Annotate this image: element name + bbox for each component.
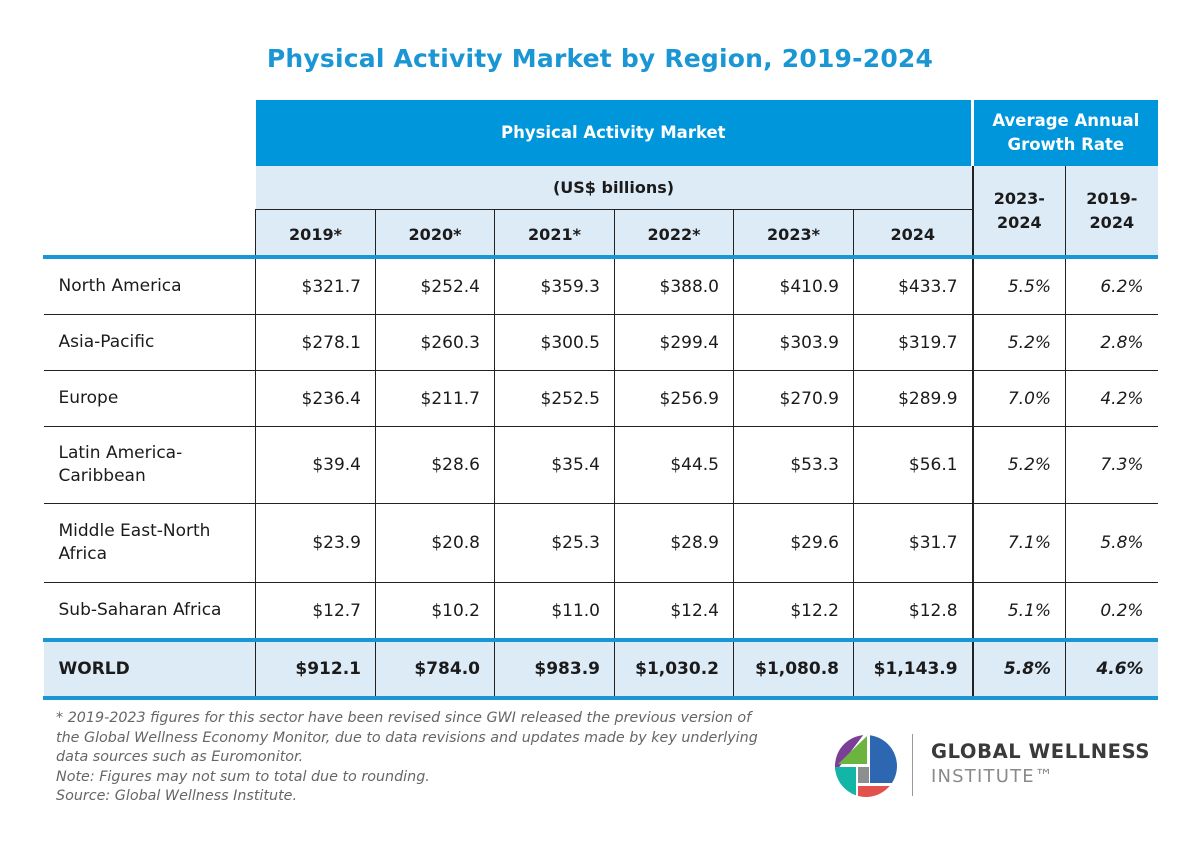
- growth-cell: 5.8%: [1065, 503, 1158, 583]
- value-cell: $25.3: [494, 503, 615, 583]
- value-cell: $1,030.2: [614, 642, 734, 698]
- region-label: WORLD: [43, 642, 256, 698]
- table-row: Asia-Pacific $278.1 $260.3 $300.5 $299.4 $303…: [43, 314, 1158, 371]
- value-cell: $303.9: [733, 314, 854, 371]
- value-cell: $39.4: [255, 426, 376, 504]
- value-cell: $28.6: [375, 426, 495, 504]
- value-cell: $12.2: [733, 582, 854, 640]
- growth-cell: 4.6%: [1065, 642, 1158, 698]
- value-cell: $289.9: [852, 370, 973, 427]
- value-cell: $236.4: [255, 370, 376, 427]
- region-label: Asia-Pacific: [43, 314, 256, 371]
- value-cell: $11.0: [494, 582, 615, 640]
- blue-rule: [42, 696, 1158, 702]
- growth-cell: 5.2%: [971, 314, 1066, 371]
- year-header: 2020*: [375, 209, 495, 257]
- footnotes: * 2019-2023 figures for this sector have…: [56, 709, 776, 807]
- value-cell: $359.3: [494, 259, 615, 315]
- growth-cell: 7.1%: [971, 503, 1066, 583]
- growth-cell: 7.0%: [971, 370, 1066, 427]
- group-header: Physical Activity Market: [255, 100, 975, 166]
- growth-cell: 6.2%: [1065, 259, 1158, 315]
- footnote-source: Source: Global Wellness Institute.: [56, 788, 298, 804]
- region-label: Sub-Saharan Africa: [43, 582, 256, 640]
- value-cell: $433.7: [852, 259, 973, 315]
- page-title: Physical Activity Market by Region, 2019…: [266, 44, 934, 73]
- gwi-logo: GLOBAL WELLNESS INSTITUTE™: [834, 734, 1174, 798]
- logo-name: GLOBAL WELLNESS: [931, 740, 1151, 763]
- value-cell: $44.5: [614, 426, 734, 504]
- growth-cell: 5.5%: [971, 259, 1066, 315]
- units-header: (US$ billions): [255, 166, 973, 210]
- year-header: 2024: [852, 209, 973, 257]
- growth-cell: 7.3%: [1065, 426, 1158, 504]
- table-row: North America $321.7 $252.4 $359.3 $388.0 $41…: [44, 259, 1158, 315]
- value-cell: $912.1: [255, 642, 376, 698]
- value-cell: $28.9: [614, 503, 734, 583]
- year-header: 2023*: [733, 209, 854, 257]
- growth-cell: 0.2%: [1065, 582, 1158, 640]
- logo-subname: INSTITUTE™: [931, 766, 1055, 787]
- value-cell: $12.7: [255, 582, 376, 640]
- value-cell: $300.5: [494, 314, 615, 371]
- value-cell: $1,143.9: [852, 642, 973, 698]
- value-cell: $983.9: [494, 642, 615, 698]
- total-row: WORLD $912.1 $784.0 $983.9 $1,030.2 $1,080.8 $…: [43, 642, 1158, 698]
- footnote-rounding: Note: Figures may not sum to total due t…: [56, 768, 430, 785]
- growth-cell: 2.8%: [1065, 314, 1158, 371]
- region-label: Middle East-North Africa: [43, 503, 256, 583]
- growth-col-header: 2023- 2024: [971, 166, 1066, 257]
- corner-cell: [43, 100, 256, 166]
- value-cell: $211.7: [375, 370, 495, 427]
- growth-header: Average Annual Growth Rate: [972, 100, 1158, 166]
- value-cell: $388.0: [614, 259, 734, 315]
- market-table: Physical Activity Market Average Annual …: [42, 100, 1158, 702]
- region-label: Latin America-Caribbean: [43, 426, 256, 504]
- growth-cell: 5.8%: [971, 642, 1066, 698]
- value-cell: $12.4: [614, 582, 734, 640]
- value-cell: $256.9: [614, 370, 734, 427]
- gwi-logo-mark-icon: [835, 735, 897, 797]
- value-cell: $278.1: [255, 314, 376, 371]
- table-row: Middle East-North Africa $23.9 $20.8 $25.3 $…: [43, 503, 1158, 583]
- value-cell: $12.8: [852, 582, 973, 640]
- growth-cell: 5.1%: [971, 582, 1066, 640]
- value-cell: $410.9: [733, 259, 854, 315]
- growth-col-header: 2019- 2024: [1065, 166, 1158, 257]
- value-cell: $260.3: [375, 314, 495, 371]
- value-cell: $56.1: [852, 426, 973, 504]
- value-cell: $20.8: [375, 503, 495, 583]
- year-header: 2022*: [614, 209, 734, 257]
- table-row: Latin America-Caribbean $39.4 $28.6 $35.4 $4…: [43, 426, 1158, 504]
- value-cell: $31.7: [852, 503, 973, 583]
- value-cell: $252.4: [375, 259, 495, 315]
- growth-cell: 5.2%: [971, 426, 1066, 504]
- value-cell: $299.4: [614, 314, 734, 371]
- logo-divider: [912, 734, 913, 796]
- value-cell: $29.6: [733, 503, 854, 583]
- value-cell: $319.7: [852, 314, 973, 371]
- value-cell: $270.9: [733, 370, 854, 427]
- table-row: Sub-Saharan Africa $12.7 $10.2 $11.0 $12.4 $1…: [43, 582, 1158, 640]
- year-header: 2021*: [494, 209, 615, 257]
- growth-cell: 4.2%: [1065, 370, 1158, 427]
- value-cell: $321.7: [255, 259, 376, 315]
- region-label: North America: [58, 276, 182, 296]
- region-label: Europe: [43, 370, 256, 427]
- year-header: 2019*: [255, 209, 376, 257]
- value-cell: $23.9: [255, 503, 376, 583]
- value-cell: $1,080.8: [733, 642, 854, 698]
- value-cell: $784.0: [375, 642, 495, 698]
- table-row: Europe $236.4 $211.7 $252.5 $256.9 $270.9 $289…: [43, 370, 1158, 427]
- value-cell: $10.2: [375, 582, 495, 640]
- value-cell: $53.3: [733, 426, 854, 504]
- value-cell: $35.4: [494, 426, 615, 504]
- value-cell: $252.5: [494, 370, 615, 427]
- footnote-revision: * 2019-2023 figures for this sector have…: [56, 710, 758, 765]
